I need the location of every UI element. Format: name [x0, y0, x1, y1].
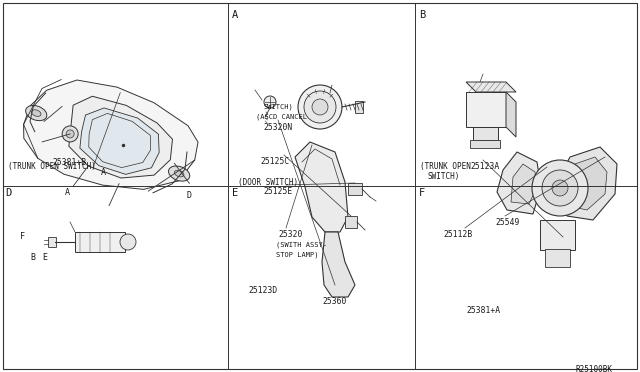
Circle shape — [552, 180, 568, 196]
FancyBboxPatch shape — [75, 232, 125, 252]
Text: (TRUNK OPEN: (TRUNK OPEN — [420, 162, 471, 171]
FancyBboxPatch shape — [540, 220, 575, 250]
Polygon shape — [511, 164, 537, 204]
Circle shape — [542, 170, 578, 206]
Polygon shape — [80, 108, 159, 174]
Text: 25320: 25320 — [278, 230, 302, 239]
Text: 25123A: 25123A — [470, 162, 499, 171]
Polygon shape — [295, 142, 348, 232]
Polygon shape — [322, 232, 355, 297]
Text: (DOOR SWITCH): (DOOR SWITCH) — [238, 178, 298, 187]
Circle shape — [298, 85, 342, 129]
Text: E: E — [232, 188, 238, 198]
Text: D: D — [186, 191, 191, 200]
Text: 25320N: 25320N — [263, 123, 292, 132]
Circle shape — [66, 130, 74, 138]
Text: SWITCH): SWITCH) — [427, 172, 460, 181]
Polygon shape — [497, 152, 541, 214]
FancyBboxPatch shape — [355, 101, 363, 113]
Text: F: F — [419, 188, 425, 198]
Text: 25123D: 25123D — [248, 286, 277, 295]
FancyBboxPatch shape — [48, 237, 56, 247]
Text: A: A — [232, 10, 238, 20]
Text: 25125C: 25125C — [260, 157, 289, 166]
Circle shape — [304, 91, 336, 123]
Ellipse shape — [174, 170, 184, 177]
Ellipse shape — [168, 166, 189, 181]
Text: E: E — [42, 253, 47, 262]
Text: 25360: 25360 — [322, 297, 346, 306]
Polygon shape — [24, 80, 198, 189]
Polygon shape — [470, 140, 500, 148]
Text: SWITCH): SWITCH) — [263, 103, 292, 109]
Circle shape — [312, 99, 328, 115]
Polygon shape — [466, 92, 506, 127]
Text: 25549: 25549 — [495, 218, 520, 227]
Circle shape — [532, 160, 588, 216]
FancyBboxPatch shape — [345, 216, 357, 228]
Circle shape — [120, 234, 136, 250]
FancyBboxPatch shape — [545, 249, 570, 267]
Polygon shape — [466, 82, 516, 92]
Text: R25100BK: R25100BK — [575, 365, 612, 372]
Circle shape — [62, 126, 78, 142]
Circle shape — [264, 96, 276, 108]
Text: D: D — [5, 188, 12, 198]
Text: B: B — [30, 253, 35, 262]
Polygon shape — [567, 157, 607, 210]
Text: (TRUNK OPEN SWITCH): (TRUNK OPEN SWITCH) — [8, 162, 96, 171]
Text: 25381+A: 25381+A — [466, 306, 500, 315]
Text: STOP LAMP): STOP LAMP) — [276, 252, 319, 259]
Ellipse shape — [31, 110, 41, 116]
Polygon shape — [506, 92, 516, 137]
Polygon shape — [69, 96, 173, 178]
Text: 25381+B: 25381+B — [52, 158, 86, 167]
Text: (ASCD CANCEL: (ASCD CANCEL — [256, 113, 307, 119]
Text: A: A — [65, 188, 70, 197]
Text: 25112B: 25112B — [443, 230, 472, 239]
Text: (SWITH ASSY-: (SWITH ASSY- — [276, 242, 327, 248]
Text: 25125E: 25125E — [263, 187, 292, 196]
Polygon shape — [473, 127, 498, 140]
Ellipse shape — [26, 106, 47, 121]
Text: B: B — [419, 10, 425, 20]
Text: F: F — [20, 232, 25, 241]
FancyBboxPatch shape — [348, 183, 362, 195]
Text: A: A — [101, 169, 106, 177]
Polygon shape — [560, 147, 617, 220]
